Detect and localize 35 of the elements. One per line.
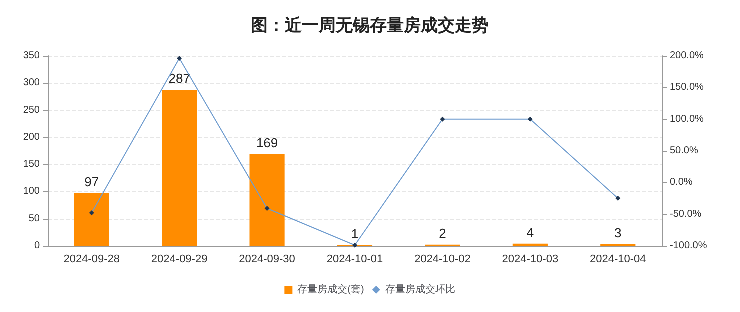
x-tick-label: 2024-10-01 [326,254,384,266]
y-tick-label: 250 [23,104,40,116]
x-tick-label: 2024-10-02 [414,254,471,266]
y-tick-label: 100 [23,186,40,198]
x-tick-label: 2024-10-03 [502,254,559,266]
data-label: 4 [526,224,534,240]
bar [74,193,110,246]
data-label: 3 [614,225,622,240]
x-tick-label: 2024-10-04 [590,254,646,266]
data-label: 1 [351,226,359,242]
x-tick-label: 2024-09-28 [64,254,120,266]
y-tick-label: 0 [34,240,40,252]
x-tick-label: 2024-09-29 [151,254,208,266]
y2-tick-label: 50.0% [670,146,698,156]
bar [162,90,198,246]
y-tick-label: 350 [23,50,40,62]
y-tick-label: 150 [23,159,40,170]
legend-label: 存量房成交环比 [385,284,456,296]
y-tick-label: 200 [23,132,40,143]
y-tick-label: 50 [28,213,40,224]
data-label: 97 [84,174,100,190]
y2-tick-label: 150.0% [670,82,704,94]
data-label: 169 [256,135,278,150]
legend-label: 存量房成交(套) [298,284,364,296]
y2-tick-label: 100.0% [670,114,704,125]
y2-tick-label: 200.0% [670,50,704,62]
bar [250,154,285,246]
y2-tick-label: -100.0% [670,240,708,252]
data-label: 2 [439,226,446,241]
y2-tick-label: -50.0% [670,208,702,220]
y-tick-label: 300 [23,78,40,89]
data-label: 287 [168,71,190,86]
chart-title: 图：近一周无锡存量房成交走势 [251,16,489,35]
x-tick-label: 2024-09-30 [239,254,296,266]
y2-tick-label: 0.0% [670,177,693,188]
